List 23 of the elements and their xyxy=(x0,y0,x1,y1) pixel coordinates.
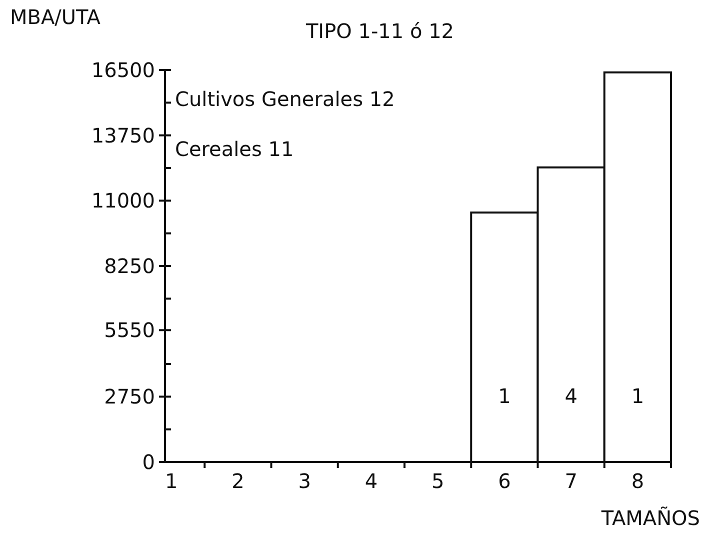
annotation: 1 xyxy=(631,384,644,408)
y-tick-label: 8250 xyxy=(104,254,155,278)
x-tick-label: 1 xyxy=(164,469,178,493)
y-tick-label: 2750 xyxy=(104,384,155,409)
annotation: Cultivos Generales 12 xyxy=(175,87,395,111)
y-tick-label: 0 xyxy=(142,450,155,474)
x-tick-label: 3 xyxy=(298,469,311,493)
x-tick-label: 5 xyxy=(431,469,444,493)
x-axis-title: TAMAÑOS xyxy=(600,506,700,530)
y-tick-label: 16500 xyxy=(91,58,155,82)
x-tick-label: 7 xyxy=(564,469,578,493)
x-tick-label: 8 xyxy=(631,469,644,493)
y-tick-label: 5550 xyxy=(104,318,155,342)
x-tick-label: 2 xyxy=(232,469,244,493)
x-tick-label: 4 xyxy=(364,469,378,493)
y-axis-title: MBA/UTA xyxy=(10,5,101,29)
y-tick-label: 13750 xyxy=(91,123,155,148)
annotation: 4 xyxy=(564,384,578,408)
annotation: Cereales 11 xyxy=(175,137,294,161)
y-tick-label: 11000 xyxy=(91,188,155,213)
x-tick-label: 6 xyxy=(498,469,511,493)
annotation: 1 xyxy=(498,384,511,408)
chart-title: TIPO 1-11 ó 12 xyxy=(304,19,454,43)
